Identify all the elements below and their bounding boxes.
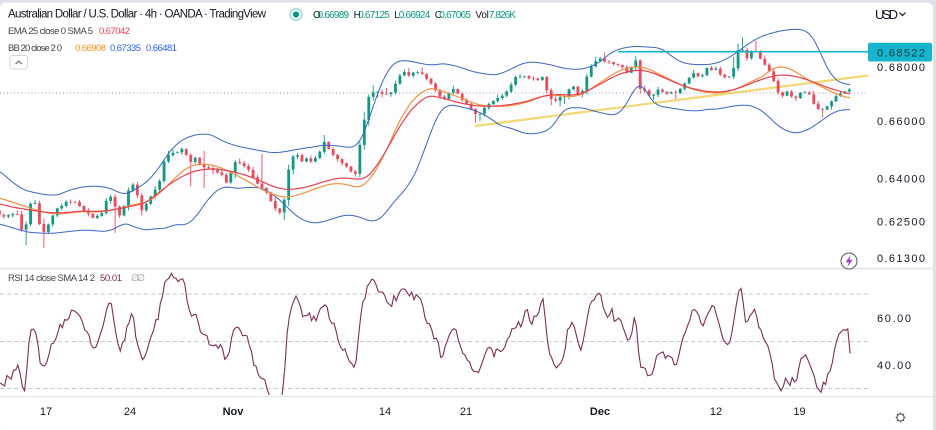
svg-text:0.66989: 0.66989 [318,10,350,21]
svg-text:40.00: 40.00 [877,360,911,372]
svg-text:RSI 14 close SMA 14 2: RSI 14 close SMA 14 2 [8,273,95,284]
svg-text:12: 12 [710,406,722,418]
svg-text:C: C [435,10,442,21]
svg-text:Australian Dollar / U.S. Dolla: Australian Dollar / U.S. Dollar · 4h · O… [8,9,267,21]
svg-text:EMA 25 close 0 SMA 5: EMA 25 close 0 SMA 5 [8,26,93,37]
svg-text:0.68522: 0.68522 [877,48,925,60]
svg-text:60.00: 60.00 [877,313,911,325]
svg-text:∅ ∅: ∅ ∅ [131,273,145,284]
svg-text:17: 17 [40,406,52,418]
svg-text:24: 24 [124,406,136,418]
svg-text:H: H [354,10,361,21]
svg-text:Nov: Nov [223,406,245,418]
svg-text:0.66000: 0.66000 [877,116,925,128]
svg-text:O: O [313,10,321,21]
svg-text:0.67335: 0.67335 [110,43,141,54]
svg-text:BB 20 close 2 0: BB 20 close 2 0 [8,43,62,54]
svg-text:0.66908: 0.66908 [75,43,106,54]
svg-text:Dec: Dec [590,406,610,418]
svg-text:0.68000: 0.68000 [877,62,925,74]
svg-text:USD: USD [875,7,898,22]
svg-text:0.67125: 0.67125 [358,10,390,21]
svg-text:19: 19 [793,406,805,418]
svg-text:0.67042: 0.67042 [99,26,130,37]
svg-text:7.826K: 7.826K [489,10,516,21]
svg-text:L: L [394,10,400,21]
svg-text:0.62500: 0.62500 [877,217,925,229]
svg-text:21: 21 [460,406,472,418]
svg-text:0.66924: 0.66924 [399,10,431,21]
svg-text:50.01: 50.01 [100,273,122,284]
svg-text:Vol: Vol [475,10,489,21]
svg-text:0.66481: 0.66481 [146,43,177,54]
svg-text:0.67065: 0.67065 [439,10,471,21]
svg-text:14: 14 [379,406,391,418]
svg-text:0.61300: 0.61300 [877,253,925,265]
svg-text:0.64000: 0.64000 [877,174,925,186]
